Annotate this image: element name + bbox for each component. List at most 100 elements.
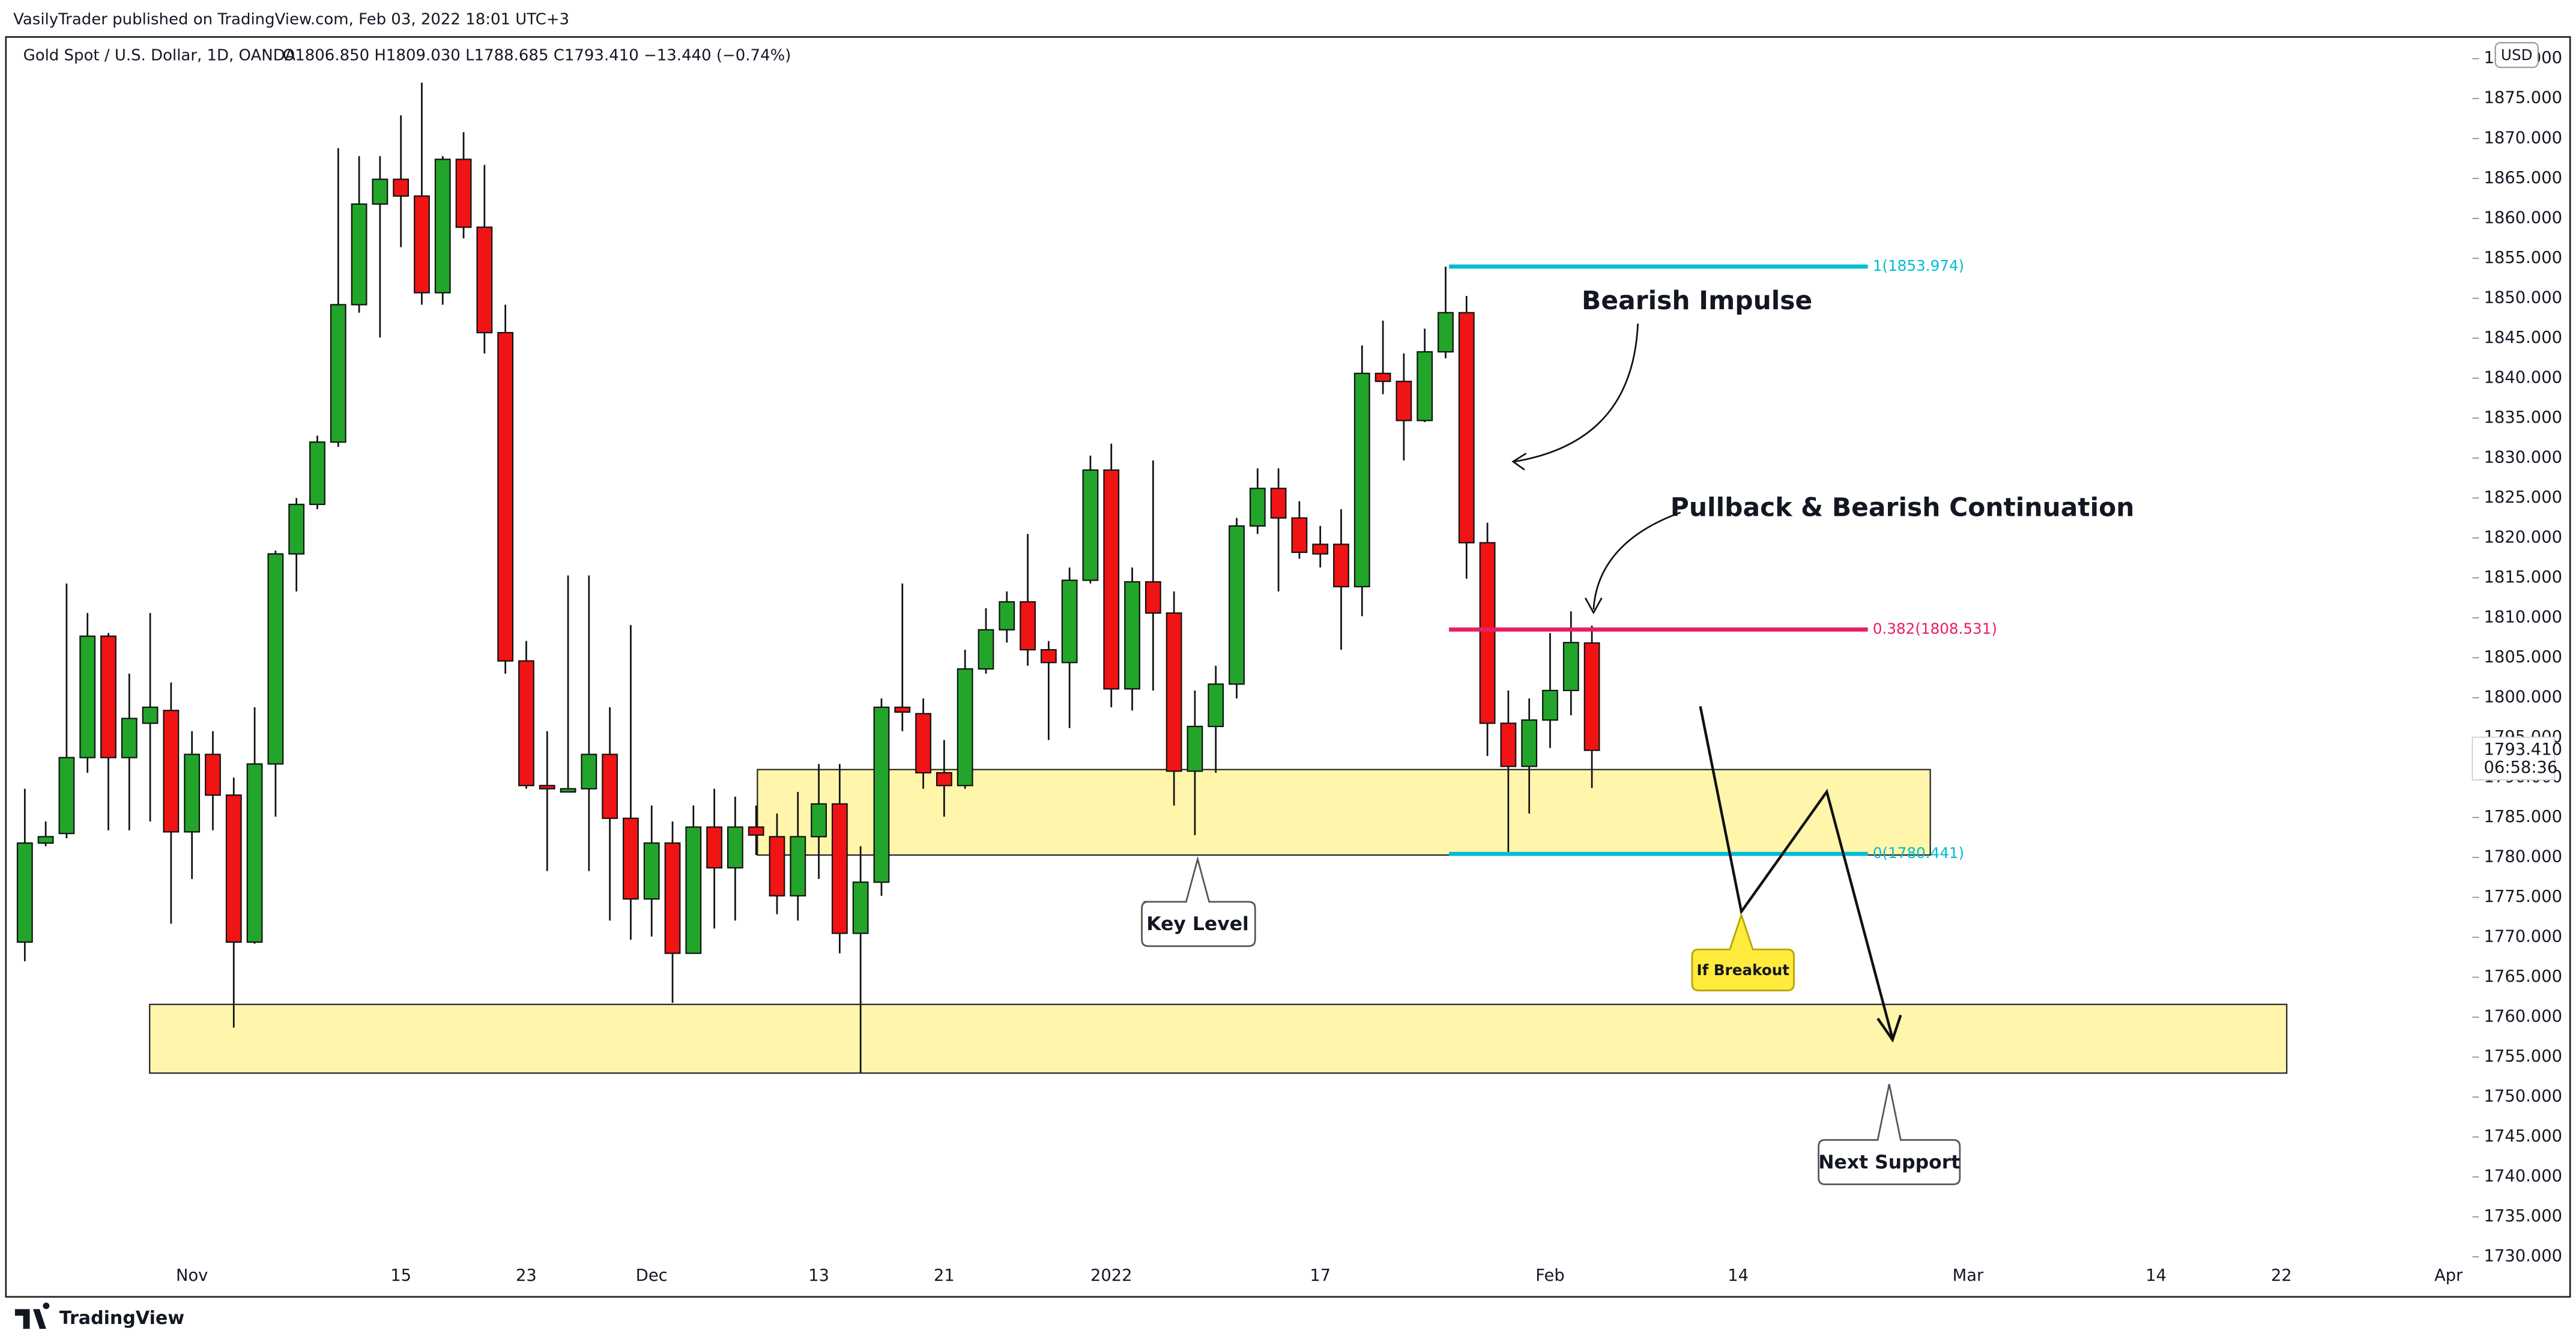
annotation: Bearish Impulse [1582,286,1812,315]
candle-body [330,304,346,443]
candle-body [518,660,534,787]
candle-body [1187,725,1203,772]
candle-body [1353,372,1370,588]
last-price: 1793.410 [2484,740,2562,759]
candle-body [1061,579,1078,663]
candle-body [1583,642,1600,751]
callout [1691,912,1795,991]
candle-body [915,713,931,774]
impulse-arrowhead [1511,452,1527,471]
x-tick-label: 23 [516,1266,537,1285]
fib-label: 1(1853.974) [1873,257,1964,274]
candle-body [1374,372,1391,382]
candle-body [1208,683,1224,727]
candle-body [246,763,263,943]
candle-body [539,785,555,790]
candle-body [664,842,681,954]
y-tick-label: 1735.000 [2484,1207,2562,1226]
y-tick-label: 1800.000 [2484,688,2562,706]
candle-body [1562,642,1579,692]
chart-frame [5,36,2571,1298]
publisher: VasilyTrader published on TradingView.co… [13,10,569,28]
y-tick-label: 1780.000 [2484,847,2562,866]
x-tick-label: Mar [1953,1266,1984,1285]
countdown: 06:58:36 [2484,758,2558,777]
candle-body [37,836,54,844]
x-tick-label: 2022 [1090,1266,1132,1285]
y-tick-label: 1855.000 [2484,249,2562,267]
y-tick-label: 1770.000 [2484,928,2562,946]
candle-body [476,226,493,334]
footer-logo-text: TradingView [59,1308,184,1329]
candle-body [706,826,723,869]
candle-body [623,817,639,900]
candle-body [267,553,284,765]
candle-body [978,629,994,670]
y-tick-label: 1755.000 [2484,1047,2562,1066]
y-tick-label: 1805.000 [2484,648,2562,666]
candle-body [309,441,325,506]
candle-body [434,159,451,294]
candle-body [1229,525,1245,685]
annotation: Key Level [1146,913,1249,935]
callout [1818,1084,1961,1185]
candle-body [100,635,116,758]
y-tick-label: 1765.000 [2484,967,2562,986]
x-tick-label: 15 [390,1266,411,1285]
fib-label: 0.382(1808.531) [1873,620,1997,637]
candle-body [852,881,869,934]
candle-body [581,754,597,790]
candle-body [957,668,973,787]
y-tick-label: 1730.000 [2484,1247,2562,1266]
candle-body [999,601,1015,630]
annotation: Pullback & Bearish Continuation [1670,493,2135,522]
y-tick-label: 1815.000 [2484,568,2562,587]
candle-body [1166,612,1182,772]
candle-body [121,718,138,758]
candle-body [769,836,785,896]
y-tick-label: 1850.000 [2484,288,2562,307]
y-tick-label: 1775.000 [2484,887,2562,906]
y-tick-label: 1830.000 [2484,448,2562,467]
candle-body [936,772,952,787]
candle-body [497,331,514,662]
y-tick-label: 1750.000 [2484,1087,2562,1106]
annotation: If Breakout [1697,961,1790,979]
y-tick-label: 1760.000 [2484,1008,2562,1026]
y-tick-label: 1820.000 [2484,528,2562,546]
x-tick-label: 22 [2271,1266,2292,1285]
candle-body [1291,517,1308,553]
candle-body [727,826,743,869]
candle-body [811,803,827,838]
candle-body [1020,601,1036,651]
candle-body [1082,469,1099,581]
zones [149,769,2288,1074]
candle-body [1249,488,1266,527]
candle-body [142,706,159,724]
symbol-title: Gold Spot / U.S. Dollar, 1D, OANDA [23,47,296,65]
candle-body [58,757,75,835]
candle-body [1521,719,1538,767]
candle-body [16,842,33,943]
fib-label: 0(1780.441) [1873,844,1964,862]
x-tick-label: 14 [1728,1266,1749,1285]
y-tick-label: 1745.000 [2484,1127,2562,1146]
candle-body [643,842,660,900]
candle-body [1144,581,1161,614]
candle-body [1416,351,1433,422]
annotation: Next Support [1818,1152,1960,1173]
x-tick-label: 17 [1310,1266,1331,1285]
x-tick-label: Nov [176,1266,208,1285]
x-tick-label: 21 [934,1266,955,1285]
candle-body [894,706,911,713]
candle-body [831,803,848,934]
y-tick-label: 1845.000 [2484,328,2562,347]
y-tick-label: 1865.000 [2484,169,2562,187]
candle-body [163,710,180,833]
candle-body [205,754,221,796]
candle-body [685,826,702,954]
y-tick-label: 1840.000 [2484,368,2562,387]
impulse-arrow [1514,323,1639,463]
